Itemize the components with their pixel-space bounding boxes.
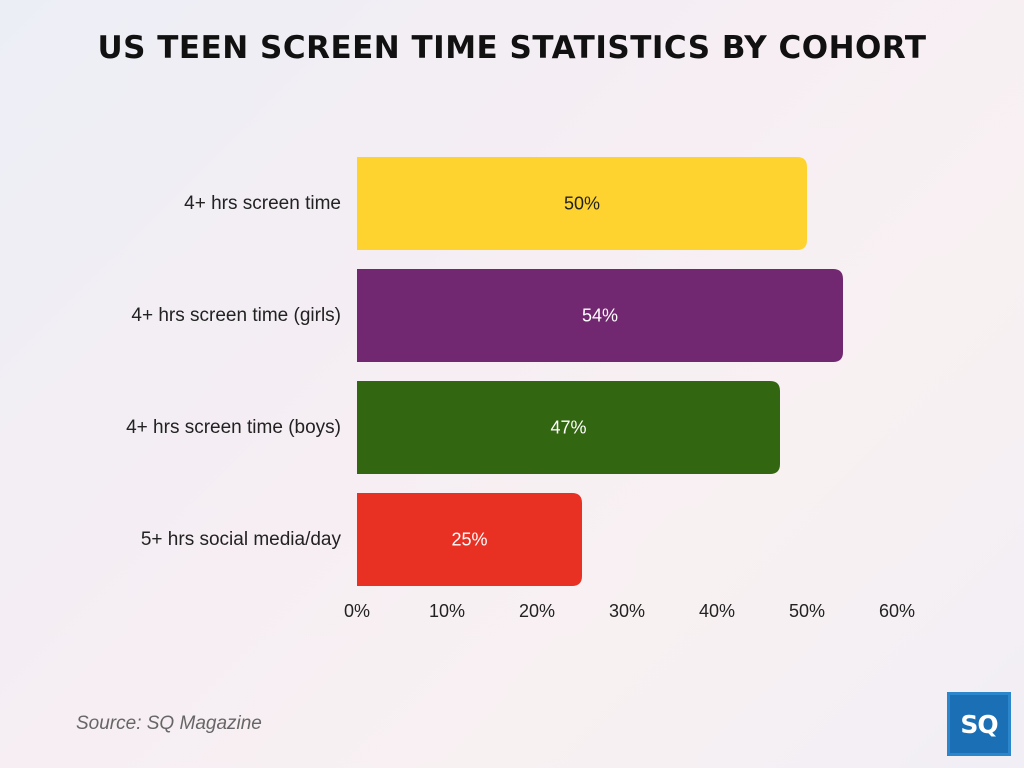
category-label: 4+ hrs screen time bbox=[184, 193, 341, 214]
source-note: Source: SQ Magazine bbox=[76, 713, 262, 734]
sq-logo: SQ bbox=[947, 692, 1011, 756]
x-tick-label: 30% bbox=[609, 601, 645, 621]
bar bbox=[357, 493, 582, 586]
category-label: 5+ hrs social media/day bbox=[141, 529, 342, 550]
bar-value-label: 25% bbox=[451, 530, 487, 550]
bar bbox=[357, 157, 807, 250]
bar bbox=[357, 269, 843, 362]
x-tick-label: 0% bbox=[344, 601, 370, 621]
x-tick-label: 50% bbox=[789, 601, 825, 621]
category-label: 4+ hrs screen time (boys) bbox=[126, 417, 341, 438]
x-tick-label: 10% bbox=[429, 601, 465, 621]
bar-value-label: 47% bbox=[550, 418, 586, 438]
x-tick-label: 20% bbox=[519, 601, 555, 621]
chart-title: US TEEN SCREEN TIME STATISTICS BY COHORT bbox=[97, 30, 927, 66]
bar-value-label: 50% bbox=[564, 194, 600, 214]
bar-value-label: 54% bbox=[582, 306, 618, 326]
x-tick-label: 60% bbox=[879, 601, 915, 621]
category-label: 4+ hrs screen time (girls) bbox=[131, 305, 341, 326]
bar bbox=[357, 381, 780, 474]
x-tick-label: 40% bbox=[699, 601, 735, 621]
